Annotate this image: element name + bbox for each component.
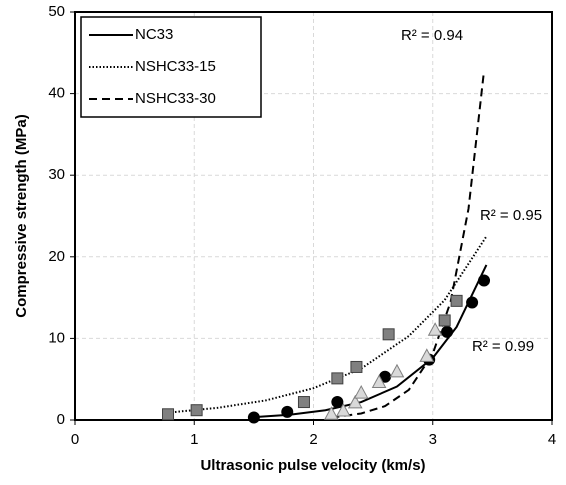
y-tick-label: 40 (48, 85, 65, 102)
x-tick-label: 4 (548, 431, 556, 448)
y-tick-label: 20 (48, 248, 65, 265)
point (347, 394, 363, 409)
point (247, 411, 260, 424)
x-tick-label: 3 (429, 431, 437, 448)
point (478, 274, 491, 287)
x-tick-label: 1 (190, 431, 198, 448)
annotation: R² = 0.99 (472, 338, 534, 355)
y-tick-label: 0 (57, 411, 65, 428)
point (350, 360, 363, 373)
point (281, 405, 294, 418)
annotation: R² = 0.95 (480, 207, 542, 224)
point (382, 328, 395, 341)
legend-label: NC33 (135, 26, 173, 43)
y-axis-label: Compressive strength (MPa) (13, 114, 30, 317)
y-tick-label: 10 (48, 329, 65, 346)
x-axis-label: Ultrasonic pulse velocity (km/s) (200, 457, 425, 474)
point (389, 363, 405, 378)
y-tick-label: 50 (48, 3, 65, 20)
legend-label: NSHC33-15 (135, 58, 216, 75)
legend-label: NSHC33-30 (135, 90, 216, 107)
plot-frame (74, 11, 553, 421)
point (353, 385, 369, 399)
point (438, 314, 451, 327)
point (297, 396, 310, 409)
point (324, 406, 339, 420)
x-tick-label: 2 (309, 431, 317, 448)
point (466, 296, 479, 309)
point (371, 374, 387, 388)
y-tick-label: 30 (48, 166, 65, 183)
point (190, 404, 203, 417)
point (441, 325, 454, 338)
point (335, 402, 351, 417)
point (162, 408, 175, 421)
annotation: R² = 0.94 (401, 27, 463, 44)
point (419, 348, 435, 362)
point (450, 294, 463, 307)
x-tick-label: 0 (71, 431, 79, 448)
point (427, 322, 443, 336)
point (331, 396, 344, 409)
trend-line (331, 70, 486, 419)
point (331, 372, 344, 385)
